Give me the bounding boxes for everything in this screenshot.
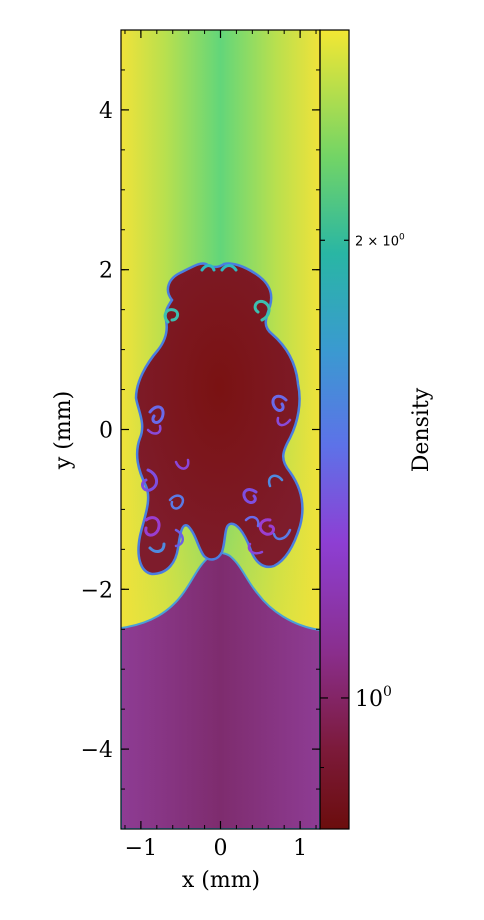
colorbar-tick-label: 100: [355, 684, 392, 712]
x-axis-ticks: −1 0 1: [124, 30, 317, 861]
y-tick-label: −2: [81, 578, 113, 603]
y-tick-label: −4: [81, 738, 113, 763]
y-axis-label: y (mm): [51, 391, 76, 470]
x-tick-label: 1: [293, 836, 307, 861]
lower-plume: [121, 552, 320, 829]
colorbar-tick-label: 2 × 100: [355, 232, 405, 249]
vortex-filaments: [141, 264, 292, 555]
y-tick-label: 0: [99, 419, 113, 444]
y-tick-label: 2: [99, 259, 113, 284]
heatmap-field: [121, 30, 320, 829]
x-tick-label: −1: [125, 836, 157, 861]
x-tick-label: 0: [214, 836, 228, 861]
x-axis-label: x (mm): [182, 868, 260, 893]
y-axis-ticks: −4 −2 0 2 4: [81, 29, 320, 830]
colorbar-label: Density: [409, 387, 434, 472]
colorbar-ticks: 100 2 × 100: [320, 232, 405, 769]
y-tick-label: 4: [99, 99, 113, 124]
colorbar: [320, 30, 349, 829]
